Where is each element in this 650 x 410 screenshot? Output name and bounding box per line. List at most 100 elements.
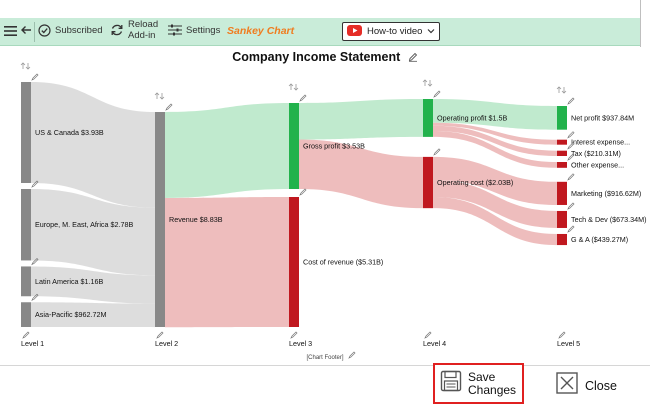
save-label-line2: Changes <box>468 382 517 397</box>
swap-arrows-icon[interactable] <box>20 62 31 70</box>
sankey-link-rev-cor <box>165 197 289 328</box>
sankey-link-eu-rev <box>31 189 155 276</box>
save-changes-button[interactable]: Save Changes <box>433 363 524 404</box>
chevron-down-icon <box>427 27 435 38</box>
sankey-link-gp-op <box>299 99 423 140</box>
pencil-icon[interactable] <box>299 188 307 196</box>
close-label: Close <box>585 378 617 393</box>
sankey-link-ap-rev <box>31 302 155 328</box>
sankey-node-rev[interactable] <box>155 112 165 327</box>
sankey-link-oc-td <box>433 180 557 228</box>
close-button[interactable]: Close <box>556 372 617 399</box>
labels-layer: US & Canada $3.93B Europe, M. East, Afric… <box>21 113 647 361</box>
back-arrow-icon[interactable] <box>20 24 32 36</box>
level-label-2: Level 2 <box>155 339 178 348</box>
pencil-icon[interactable] <box>567 131 575 139</box>
subscribed-button[interactable]: Subscribed <box>38 24 103 37</box>
floppy-disk-icon <box>440 370 462 397</box>
sankey-node-oc[interactable] <box>423 156 433 209</box>
close-box-icon <box>556 372 578 399</box>
pencil-icon[interactable] <box>408 51 418 65</box>
sankey-chart: US & Canada $3.93B Europe, M. East, Afric… <box>20 62 647 361</box>
pencil-icon[interactable] <box>165 103 173 111</box>
sankey-node-la[interactable] <box>21 266 31 297</box>
pencil-icon[interactable] <box>31 257 39 266</box>
sankey-node-ga[interactable] <box>557 233 567 246</box>
brand-title: Sankey Chart <box>227 25 295 37</box>
sankey-node-label-op: Operating profit $1.5B <box>437 113 508 122</box>
pencil-icon[interactable] <box>567 142 575 150</box>
hamburger-icon[interactable] <box>4 24 18 38</box>
toolbar-divider <box>34 22 35 42</box>
sankey-link-rev-gp <box>165 103 289 198</box>
pencil-icon[interactable] <box>31 293 39 302</box>
pencil-icon[interactable] <box>433 90 441 98</box>
sankey-node-ap[interactable] <box>21 302 31 327</box>
level-label-4: Level 4 <box>423 339 446 348</box>
toolbar: Subscribed Reload Add-in Settings Sankey… <box>0 0 650 47</box>
pencil-icon[interactable] <box>424 331 432 339</box>
sankey-node-us[interactable] <box>21 82 31 184</box>
sankey-node-tax[interactable] <box>557 150 567 156</box>
reload-icon <box>110 23 124 37</box>
reload-addin-button[interactable]: Reload Add-in <box>110 19 158 41</box>
chart-title: Company Income Statement <box>232 50 401 64</box>
level-label-5: Level 5 <box>557 339 580 348</box>
howto-video-dropdown[interactable]: How-to video <box>342 22 440 41</box>
sankey-node-label-la: Latin America $1.16B <box>35 277 104 286</box>
pencil-icon[interactable] <box>558 331 566 339</box>
chart-footer: [Chart Footer] <box>306 355 343 361</box>
sankey-node-label-oe: Other expense... <box>571 160 624 169</box>
pencil-icon[interactable] <box>31 180 39 188</box>
subscribed-badge-icon <box>38 24 51 37</box>
sankey-link-gp-oc <box>299 139 423 209</box>
pencil-icon[interactable] <box>22 331 30 339</box>
pencil-icon[interactable] <box>567 225 575 233</box>
sankey-node-eu[interactable] <box>21 189 31 261</box>
settings-label: Settings <box>186 24 221 36</box>
pencil-icon[interactable] <box>567 173 575 181</box>
swap-arrows-icon[interactable] <box>422 79 433 87</box>
footer-divider <box>0 365 650 366</box>
sankey-node-ie[interactable] <box>557 139 567 145</box>
toolbar-band <box>0 18 640 46</box>
swap-arrows-icon[interactable] <box>556 86 567 94</box>
pencil-icon[interactable] <box>567 202 575 210</box>
pencil-icon[interactable] <box>156 331 164 339</box>
sankey-node-mk[interactable] <box>557 181 567 205</box>
sankey-link-oc-mk <box>433 156 557 205</box>
settings-button[interactable]: Settings <box>168 24 220 36</box>
pencil-icon[interactable] <box>31 73 39 81</box>
settings-sliders-icon <box>168 24 182 36</box>
sankey-node-op[interactable] <box>423 99 433 137</box>
pencil-icon[interactable] <box>433 148 441 156</box>
sankey-node-label-gp: Gross profit $3.53B <box>303 142 365 151</box>
pencil-icon[interactable] <box>290 331 298 339</box>
sankey-node-td[interactable] <box>557 210 567 228</box>
pencil-icon[interactable] <box>348 351 356 359</box>
level-label-1: Level 1 <box>21 339 44 348</box>
sankey-node-np[interactable] <box>557 106 567 130</box>
pencil-icon[interactable] <box>567 97 575 105</box>
level-label-3: Level 3 <box>289 339 312 348</box>
sankey-node-label-rev: Revenue $8.83B <box>169 215 223 224</box>
reload-label-line2: Add-in <box>128 30 156 41</box>
chart-title-row: Company Income Statement <box>0 50 650 65</box>
sankey-node-label-eu: Europe, M. East, Africa $2.78B <box>35 220 133 229</box>
pencil-icon[interactable] <box>299 94 307 102</box>
sankey-node-gp[interactable] <box>289 103 299 189</box>
sankey-node-label-mk: Marketing ($916.62M) <box>571 189 641 198</box>
sankey-node-oe[interactable] <box>557 161 567 168</box>
swap-arrows-icon[interactable] <box>288 83 299 91</box>
sankey-link-la-rev <box>31 266 155 304</box>
reload-label-line1: Reload <box>128 19 159 30</box>
nodes-layer <box>21 82 567 327</box>
sankey-node-label-ga: G & A ($439.27M) <box>571 235 628 244</box>
sankey-link-op-ie <box>433 122 557 145</box>
pencil-icon[interactable] <box>567 153 575 161</box>
swap-arrows-icon[interactable] <box>154 92 165 100</box>
sankey-link-op-np <box>433 99 557 130</box>
sankey-node-cor[interactable] <box>289 197 299 327</box>
sankey-node-label-oc: Operating cost ($2.03B) <box>437 178 513 187</box>
sankey-node-label-us: US & Canada $3.93B <box>35 128 104 137</box>
